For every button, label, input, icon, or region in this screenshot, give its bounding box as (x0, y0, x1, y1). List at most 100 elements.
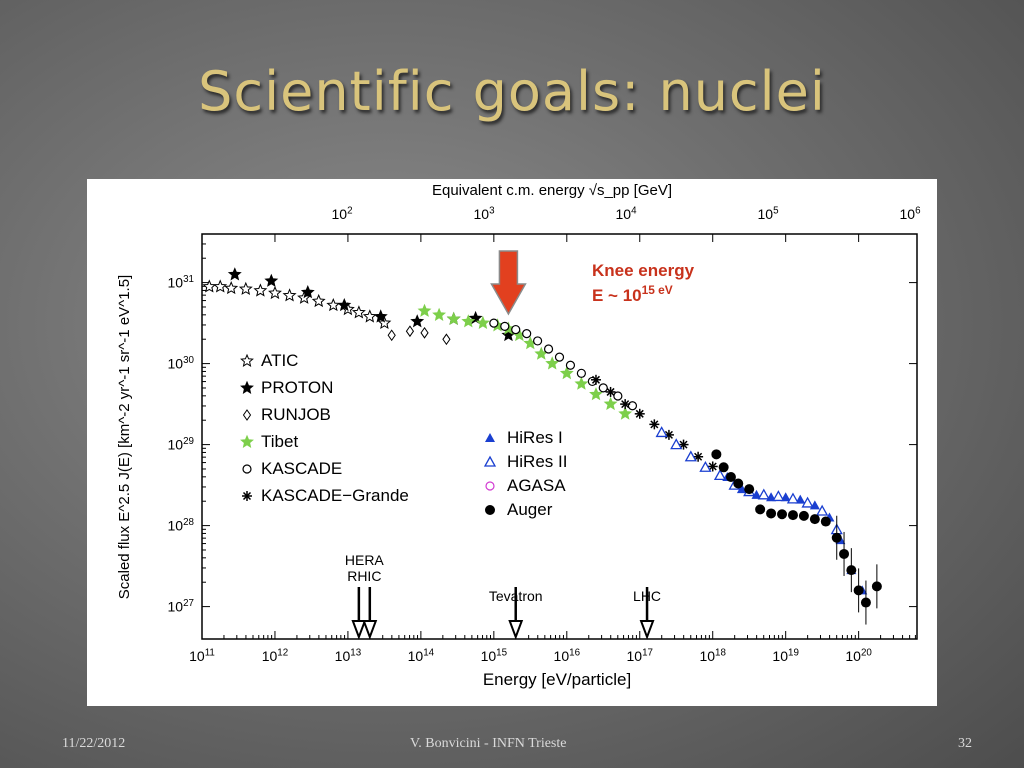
lhc-label: LHC (633, 588, 661, 604)
y-tick-label: 1027 (168, 598, 194, 615)
proton-point (501, 328, 516, 342)
top-tick-label: 102 (331, 205, 352, 222)
hires-ii-point (670, 438, 683, 450)
auger-point (809, 514, 820, 525)
y-tick-label: 1031 (168, 274, 194, 291)
legend-left-marker (240, 380, 254, 394)
legend-left-label: KASCADE (261, 459, 342, 478)
kascade-point (565, 360, 576, 370)
auger-point (733, 478, 744, 489)
knee-label-line2: E ~ 1015 eV (592, 283, 673, 305)
kascade-point (613, 391, 623, 401)
legend-left-label: KASCADE−Grande (261, 486, 409, 505)
proton-point (227, 267, 242, 281)
x-tick-label: 1012 (262, 647, 288, 664)
x-tick-label: 1013 (335, 647, 362, 664)
kascade-point (500, 321, 510, 331)
auger-point (820, 516, 831, 527)
top-tick-label: 106 (899, 205, 921, 222)
legend-left-label: PROTON (261, 378, 333, 397)
auger-point (777, 509, 788, 520)
tibet-point (417, 303, 432, 317)
footer-date: 11/22/2012 (62, 736, 126, 751)
auger-point (871, 581, 882, 592)
hires-ii-point (772, 490, 785, 502)
tibet-point (574, 376, 589, 390)
auger-point (798, 510, 809, 521)
hires-ii-point (655, 426, 668, 438)
runjob-point (442, 333, 451, 346)
accelerator-arrowhead (362, 620, 378, 640)
top-tick-label: 103 (473, 205, 495, 222)
legend-left-marker (240, 434, 254, 448)
x-axis-title: Energy [eV/particle] (483, 670, 631, 689)
kascade-point (522, 329, 532, 339)
atic-point (213, 279, 228, 293)
x-tick-label: 1016 (554, 647, 581, 664)
legend-left-marker (242, 464, 252, 474)
kascade-grande-point (590, 374, 601, 385)
atic-point (282, 288, 297, 302)
hires-i-point (751, 489, 762, 499)
auger-point (846, 565, 857, 576)
x-tick-label: 1014 (408, 647, 435, 664)
hires-ii-point (713, 469, 727, 481)
kascade-point (598, 383, 608, 393)
tibet-point (589, 387, 603, 401)
auger-point (831, 532, 842, 543)
legend-right-label: AGASA (507, 476, 566, 495)
kascade-point (543, 344, 554, 354)
kascade-grande-point (605, 386, 616, 397)
auger-point (744, 484, 755, 495)
atic-point (351, 305, 366, 319)
tibet-point (618, 406, 633, 420)
x-tick-label: 1011 (189, 647, 215, 664)
auger-point (711, 449, 722, 460)
legend-left-marker (240, 353, 254, 367)
kascade-point (511, 324, 521, 335)
footer-page-number: 32 (958, 736, 972, 751)
accelerator-arrowhead (508, 620, 524, 640)
auger-point (725, 472, 736, 482)
legend-left-label: RUNJOB (261, 405, 331, 424)
hires-ii-point (816, 504, 829, 516)
top-tick-label: 104 (615, 205, 637, 222)
auger-point (860, 597, 871, 608)
atic-point (377, 315, 392, 330)
top-axis-title: Equivalent c.m. energy √s_pp [GeV] (432, 182, 672, 199)
auger-point (853, 585, 864, 596)
tibet-point (475, 315, 490, 330)
legend-right-label: HiRes I (507, 428, 563, 447)
atic-point (224, 281, 239, 295)
auger-point (787, 510, 798, 521)
legend-left-marker (242, 409, 252, 421)
tevatron-label: Tevatron (489, 588, 543, 604)
hires-ii-point (684, 450, 697, 462)
proton-point (264, 273, 279, 287)
hires-ii-point (786, 492, 800, 504)
tibet-point (432, 307, 447, 321)
atic-point (268, 285, 282, 300)
legend-left-marker (242, 491, 252, 501)
hires-i-point (736, 484, 747, 494)
legend-right-label: HiRes II (507, 452, 567, 471)
x-tick-label: 1018 (699, 647, 726, 664)
legend-left-label: ATIC (261, 351, 298, 370)
proton-point (337, 298, 352, 312)
legend-right-marker (485, 433, 495, 442)
auger-point (755, 504, 766, 515)
legend-right-marker (485, 481, 495, 491)
runjob-point (387, 329, 396, 342)
x-tick-label: 1017 (627, 647, 653, 664)
knee-label-line1: Knee energy (592, 261, 695, 280)
y-axis-title: Scaled flux E^2.5 J(E) [km^-2 yr^-1 sr^-… (116, 275, 133, 599)
hires-ii-point (757, 488, 770, 500)
auger-point (839, 548, 850, 559)
proton-point (373, 309, 388, 323)
auger-point (718, 462, 729, 473)
kascade-point (533, 336, 543, 346)
hera-label: HERA (345, 552, 385, 568)
hires-ii-point (801, 496, 814, 508)
x-tick-label: 1019 (772, 647, 798, 664)
kascade-point (627, 401, 638, 411)
